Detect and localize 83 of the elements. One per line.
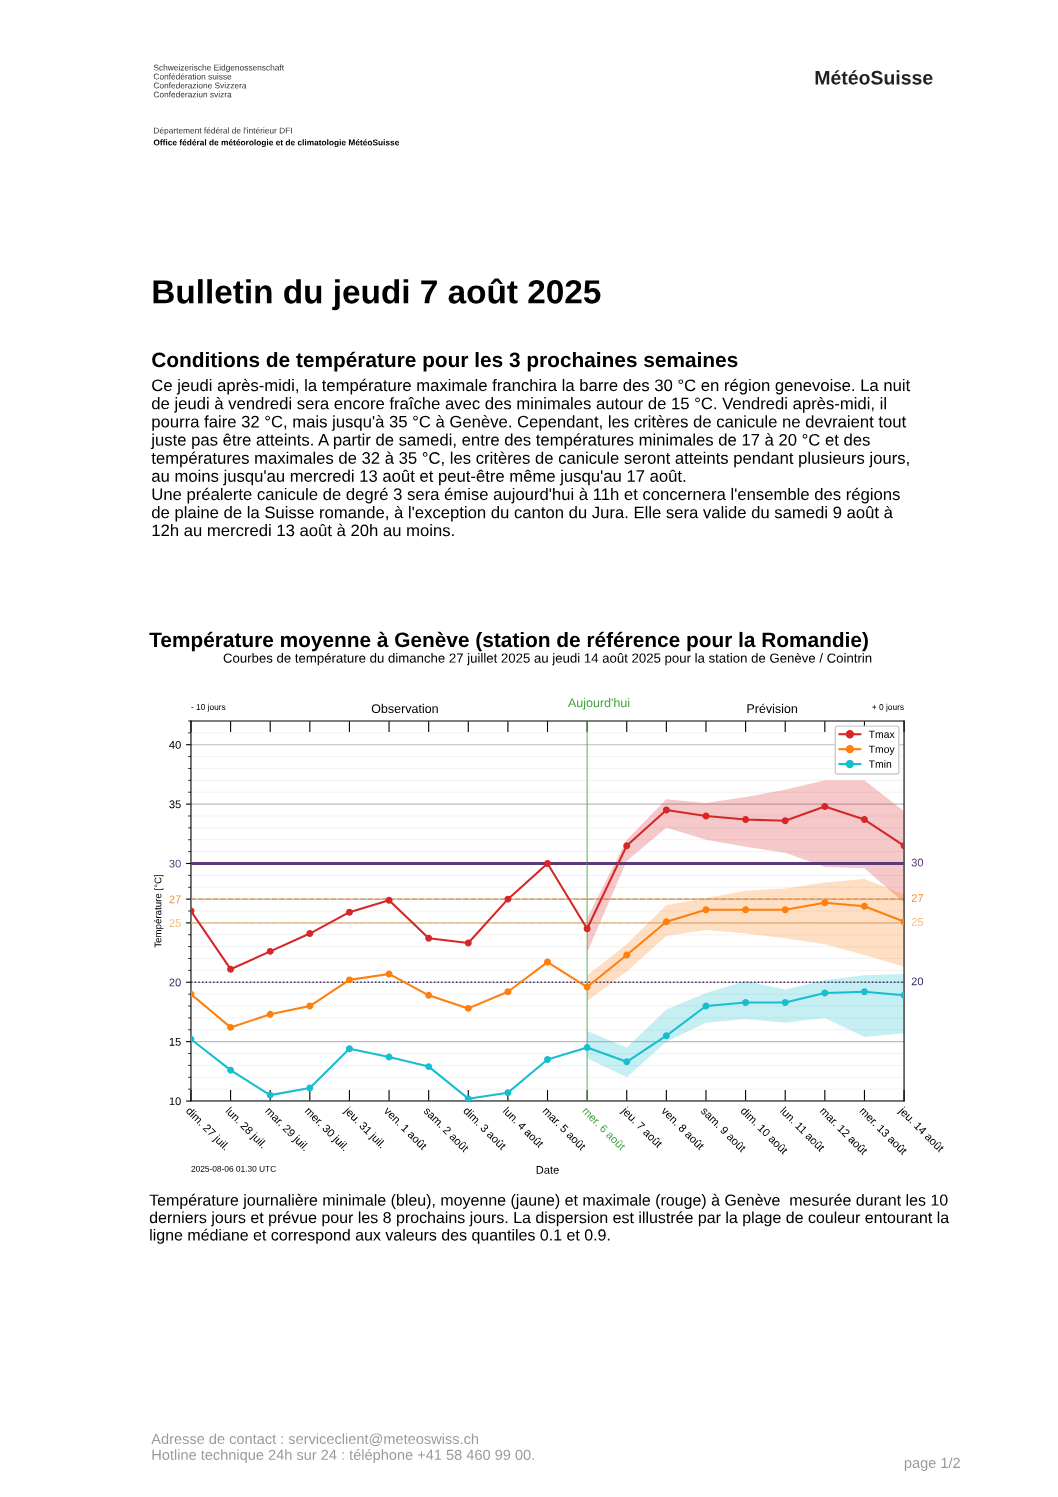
point	[266, 1010, 274, 1018]
x-axis-title: Date	[536, 1166, 559, 1174]
point	[662, 918, 670, 926]
point	[504, 1089, 512, 1097]
text: Adresse de contact : serviceclient@meteoswiss.ch Hotline technique 24h sur 24 : téléphone +41 58 460 99 00.	[151, 1433, 534, 1463]
point	[227, 1066, 235, 1074]
point	[583, 1044, 591, 1052]
point	[385, 896, 393, 904]
point	[425, 1063, 433, 1071]
text: - 10 jours	[191, 703, 226, 712]
point	[425, 934, 433, 942]
point	[464, 1004, 472, 1012]
point	[544, 860, 551, 867]
point	[662, 1032, 670, 1040]
ref-line-label: 27	[911, 894, 923, 902]
point	[385, 1053, 393, 1061]
point	[781, 906, 789, 914]
point	[781, 817, 789, 825]
point	[623, 842, 631, 850]
text: 2025-08-06 01.30 UTC	[191, 1165, 276, 1172]
point	[345, 1045, 353, 1053]
point	[742, 906, 750, 914]
point	[860, 816, 868, 824]
text: Observation	[371, 703, 438, 714]
chart-title: Courbes de température du dimanche 27 juillet 2025 au jeudi 14 août 2025 pour la station de Genève / Cointrin	[223, 652, 872, 666]
legend-label: Tmin	[868, 760, 892, 768]
point	[544, 958, 551, 966]
y-tick-label: 15	[169, 1038, 181, 1046]
legend-label: Tmoy	[868, 745, 895, 755]
point	[860, 902, 868, 910]
point	[504, 988, 512, 996]
point	[781, 998, 789, 1006]
point	[662, 806, 670, 814]
text: Schweizerische Eidgenossenschaft Confédération suisse Confederazione Svizzera Confederaziun svizra	[153, 64, 284, 98]
point	[860, 988, 868, 996]
point	[623, 951, 631, 959]
point	[702, 906, 710, 914]
text: Température journalière minimale (bleu), moyenne (jaune) et maximale (rouge) à Genève mesurée durant les 10 derniers jours et prévue pour les 8 prochains jours. La dispersion est illustrée par la plage de couleur entourant la ligne médiane et correspond aux valeurs des quantiles 0.1 et 0.9.	[149, 1193, 950, 1244]
ref-line-label: 30	[911, 858, 924, 867]
point	[227, 1023, 235, 1031]
point	[464, 939, 472, 947]
y-tick-label: 35	[169, 800, 181, 809]
point	[821, 899, 829, 907]
point	[345, 976, 353, 984]
point	[504, 895, 512, 903]
point	[821, 989, 829, 997]
text: MétéoSuisse	[815, 70, 933, 85]
y-axis-title: Température [°C]	[154, 874, 164, 948]
point	[544, 1055, 551, 1063]
point	[742, 816, 750, 824]
text: Prévision	[747, 703, 798, 714]
text: Département fédéral de l'intérieur DFI	[154, 127, 292, 136]
point	[821, 803, 829, 810]
text: page 1/2	[904, 1457, 960, 1471]
ref-line-label: 20	[911, 977, 924, 986]
text: + 0 jours	[872, 703, 904, 712]
y-tick-label: 30	[169, 859, 181, 868]
y-tick-label: 20	[169, 978, 181, 987]
point	[425, 991, 433, 999]
point	[266, 947, 274, 955]
y-tick-label: 10	[169, 1097, 181, 1106]
point	[306, 1002, 314, 1010]
y-tick-label: 27	[169, 895, 181, 904]
y-tick-label: 40	[169, 740, 181, 749]
text: Température moyenne à Genève (station de référence pour la Romandie)	[149, 631, 868, 652]
legend-label: Tmax	[868, 730, 895, 738]
ref-line-label: Aujourd'hui	[567, 698, 630, 710]
point	[227, 965, 235, 973]
text: Ce jeudi après-midi, la température maximale franchira la barre des 30 °C en région genevoise. La nuit de jeudi à vendredi sera encore fraîche avec des minimales autour de 15 °C. Vendredi après-midi, il pourra faire 32 °C, mais jusqu'à 35 °C à Genève. Cependant, les critères de canicule ne devraient tout juste pas être atteints. A partir de samedi, entre des températures minimales de 17 à 20 °C et des températures maximales de 32 à 35 °C, les critères de canicule seront atteints pendant plusieurs jours, au moins jusqu'au mercredi 13 août et peut-être même jusqu'au 17 août. Une préalerte canicule de degré 3 sera émise aujourd'hui à 11h et concernera l'ensemble des régions de plaine de la Suisse romande, à l'exception du canton du Jura. Elle sera valide du samedi 9 août à 12h au mercredi 13 août à 20h au moins.	[150, 378, 911, 537]
point	[306, 930, 314, 938]
point	[306, 1084, 314, 1092]
text: Conditions de température pour les 3 prochaines semaines	[152, 351, 738, 372]
point	[583, 983, 591, 991]
point	[742, 998, 750, 1006]
text: Bulletin du jeudi 7 août 2025	[153, 278, 601, 311]
point	[464, 1095, 472, 1102]
point	[623, 1058, 631, 1066]
y-tick-label: 25	[169, 919, 181, 928]
text: Office fédéral de météorologie et de climatologie MétéoSuisse	[153, 139, 400, 148]
ref-line-label: 25	[911, 917, 924, 926]
point	[345, 908, 353, 916]
point	[583, 925, 591, 933]
point	[385, 970, 393, 978]
